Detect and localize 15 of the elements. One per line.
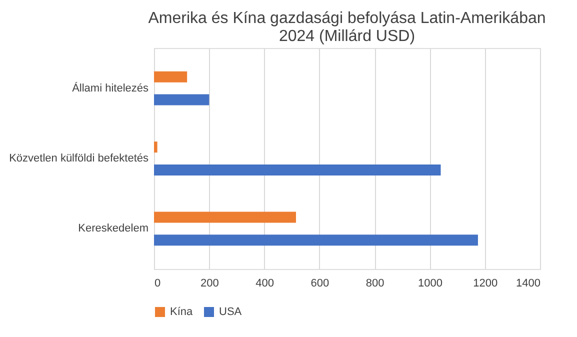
x-tick-label: 1000 (418, 278, 442, 290)
x-tick-label: 400 (256, 278, 274, 290)
x-tick-label: 0 (154, 278, 161, 290)
x-tick-label: 1200 (473, 278, 498, 290)
y-tick-label: Kereskedelem (78, 222, 148, 235)
text: 2024 (Millárd USD) (278, 28, 416, 45)
y-tick-label: Állami hitelezés (72, 81, 149, 94)
x-tick-label: 200 (200, 278, 219, 290)
text: Amerika és Kína gazdasági befolyása Latin-Amerikában (148, 10, 546, 27)
legend-label: USA (219, 306, 242, 318)
x-tick-label: 1400 (516, 278, 540, 290)
y-tick-label: Közvetlen külföldi befektetés (9, 152, 149, 164)
x-tick-label: 800 (366, 278, 384, 290)
x-tick-label: 600 (310, 278, 330, 290)
legend-label: Kína (170, 306, 194, 318)
